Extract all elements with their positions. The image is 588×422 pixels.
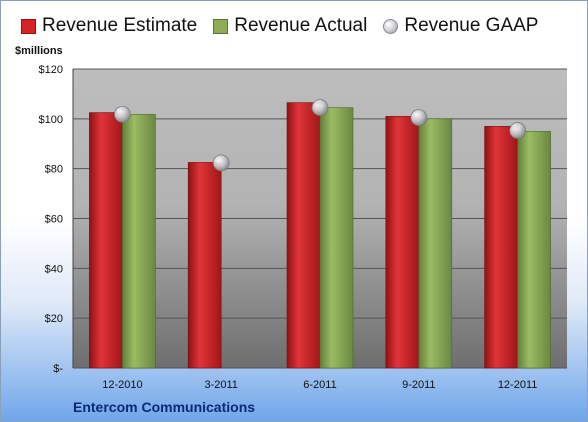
legend-item-actual: Revenue Actual [213,15,367,37]
y-tick-label: $- [53,363,63,375]
legend-item-estimate: Revenue Estimate [21,15,197,37]
y-tick-label: $100 [39,114,63,126]
bar-revenue-actual [122,114,156,369]
legend-label-gaap: Revenue GAAP [404,15,539,36]
x-tick-label: 12-2011 [498,379,538,391]
legend-swatch-estimate [21,18,36,34]
bar-revenue-estimate [187,162,222,369]
x-tick-label: 12-2010 [102,379,142,391]
bar-revenue-estimate [89,112,123,369]
point-revenue-gaap [212,154,230,172]
bar-revenue-actual [517,130,551,369]
y-tick-label: $40 [45,263,63,275]
y-tick-label: $120 [39,64,63,76]
point-revenue-gaap [114,105,131,123]
bar-revenue-estimate [484,126,518,369]
point-revenue-gaap [410,109,428,126]
x-tick-label: 6-2011 [303,379,336,391]
bar-revenue-estimate [385,116,420,369]
legend-item-gaap: Revenue GAAP [383,15,538,37]
legend-swatch-actual [213,18,229,34]
point-revenue-gaap [311,99,329,117]
bar-revenue-actual [418,118,453,369]
y-tick-label: $60 [45,214,63,226]
bar-revenue-actual [319,107,354,369]
legend: Revenue Estimate Revenue Actual Revenue … [21,15,554,37]
legend-label-estimate: Revenue Estimate [42,15,198,36]
bar-revenue-estimate [286,102,321,369]
y-tick-label: $80 [45,164,63,176]
y-tick-label: $20 [45,313,63,325]
y-unit-label: $millions [15,45,63,57]
x-tick-label: 9-2011 [402,379,435,391]
legend-label-actual: Revenue Actual [234,15,368,36]
legend-marker-gaap [383,18,399,34]
x-tick-label: 3-2011 [204,379,237,391]
company-name: Entercom Communications [73,399,256,415]
point-revenue-gaap [509,122,526,139]
